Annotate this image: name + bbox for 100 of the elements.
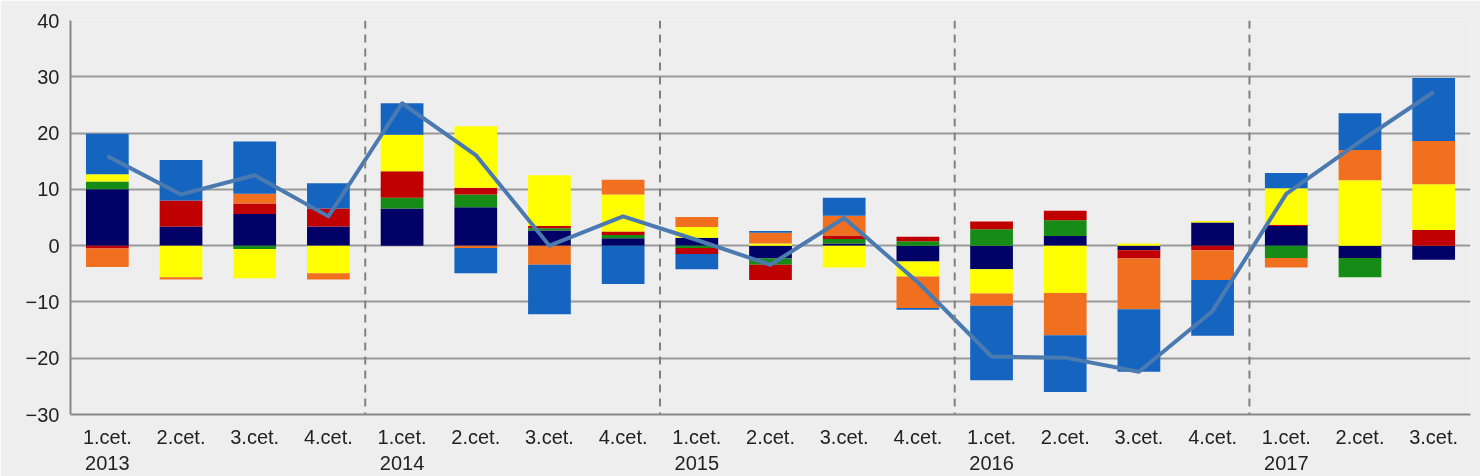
bar xyxy=(528,264,571,315)
x-tick-label: 2.cet. xyxy=(1040,425,1090,448)
bar xyxy=(601,231,645,235)
bar xyxy=(528,175,571,226)
bar xyxy=(454,126,498,188)
y-tick-label: 40 xyxy=(37,9,60,32)
bar xyxy=(1338,149,1382,181)
bar xyxy=(675,254,719,270)
bar xyxy=(1412,245,1456,260)
bar xyxy=(233,203,277,215)
x-tick-label: 3.cet. xyxy=(1114,425,1164,448)
bar xyxy=(159,200,203,227)
y-tick-label: −10 xyxy=(25,290,60,313)
y-tick-label: 30 xyxy=(37,65,60,88)
bar xyxy=(749,264,792,280)
x-tick-label: 4.cet. xyxy=(893,425,943,448)
bar xyxy=(380,208,424,246)
bar xyxy=(1264,225,1308,246)
bar xyxy=(233,214,277,246)
bar xyxy=(85,174,129,182)
bar xyxy=(675,247,719,255)
bar xyxy=(1412,229,1456,246)
bar xyxy=(1043,236,1087,246)
bar xyxy=(159,226,203,246)
bar xyxy=(1117,309,1161,372)
bar xyxy=(85,181,129,190)
bar xyxy=(380,197,424,209)
bar xyxy=(85,189,129,246)
bar xyxy=(307,226,350,246)
bar xyxy=(1117,250,1161,259)
bar xyxy=(454,245,498,248)
bar xyxy=(1117,243,1161,246)
bar xyxy=(749,243,792,246)
bar xyxy=(1338,180,1382,246)
bar xyxy=(85,248,129,268)
bar xyxy=(1191,245,1234,251)
bar xyxy=(380,171,424,198)
bar xyxy=(1191,250,1234,280)
bar xyxy=(601,245,645,284)
bar xyxy=(675,216,719,228)
x-tick-label: 2.cet. xyxy=(156,425,206,448)
bar xyxy=(454,207,498,246)
bar xyxy=(380,134,424,172)
x-tick-label: 2.cet. xyxy=(1335,425,1385,448)
bar xyxy=(1338,245,1382,259)
y-tick-label: −20 xyxy=(25,347,60,370)
bar xyxy=(822,197,866,216)
bar xyxy=(822,238,866,244)
x-tick-label: 2.cet. xyxy=(746,425,795,448)
y-tick-label: 20 xyxy=(37,122,60,145)
bar xyxy=(970,305,1013,381)
bar xyxy=(1117,258,1161,310)
x-tick-label: 1.cet. 2015 xyxy=(672,425,722,474)
x-tick-label: 2.cet. xyxy=(451,425,501,448)
x-tick-label: 3.cet. xyxy=(230,425,280,448)
x-tick-label: 3.cet. xyxy=(819,425,869,448)
x-tick-label: 4.cet. xyxy=(598,425,648,448)
bar xyxy=(1043,220,1087,237)
bar xyxy=(970,269,1013,294)
bar xyxy=(1412,140,1456,185)
y-tick-label: 10 xyxy=(37,178,60,201)
x-tick-label: 4.cet. xyxy=(1188,425,1238,448)
bar xyxy=(454,247,498,274)
line-series xyxy=(105,89,1436,374)
bar xyxy=(159,245,203,278)
bar xyxy=(307,273,350,280)
x-tick-label: 3.cet. xyxy=(524,425,574,448)
x-tick-label: 1.cet. 2013 xyxy=(82,425,132,474)
bar xyxy=(970,245,1013,270)
x-tick-label: 1.cet. 2014 xyxy=(377,425,427,474)
bar xyxy=(601,238,645,246)
bar xyxy=(1264,245,1308,259)
bar xyxy=(970,229,1013,246)
bar xyxy=(822,245,866,268)
bar xyxy=(233,249,277,279)
bar xyxy=(601,179,645,195)
bar xyxy=(1412,77,1456,141)
bar xyxy=(822,243,866,246)
bar xyxy=(970,221,1013,230)
x-tick-label: 3.cet. xyxy=(1409,425,1459,448)
bar xyxy=(454,194,498,208)
bar xyxy=(307,245,350,274)
bar xyxy=(1264,258,1308,268)
bar xyxy=(749,232,792,244)
bar xyxy=(233,245,277,250)
bar xyxy=(1191,222,1234,246)
bar xyxy=(1043,245,1087,293)
bar xyxy=(896,241,940,246)
bar xyxy=(1043,292,1087,336)
x-tick-label: 1.cet. 2017 xyxy=(1261,425,1311,474)
y-tick-label: −30 xyxy=(25,403,60,426)
bar xyxy=(1338,258,1382,278)
x-tick-label: 1.cet. 2016 xyxy=(967,425,1017,474)
bar xyxy=(1043,335,1087,392)
bar xyxy=(85,133,129,175)
bar xyxy=(601,234,645,239)
bar xyxy=(896,245,940,262)
y-tick-label: 0 xyxy=(48,234,60,257)
bar xyxy=(1043,210,1087,221)
x-tick-label: 4.cet. xyxy=(303,425,353,448)
